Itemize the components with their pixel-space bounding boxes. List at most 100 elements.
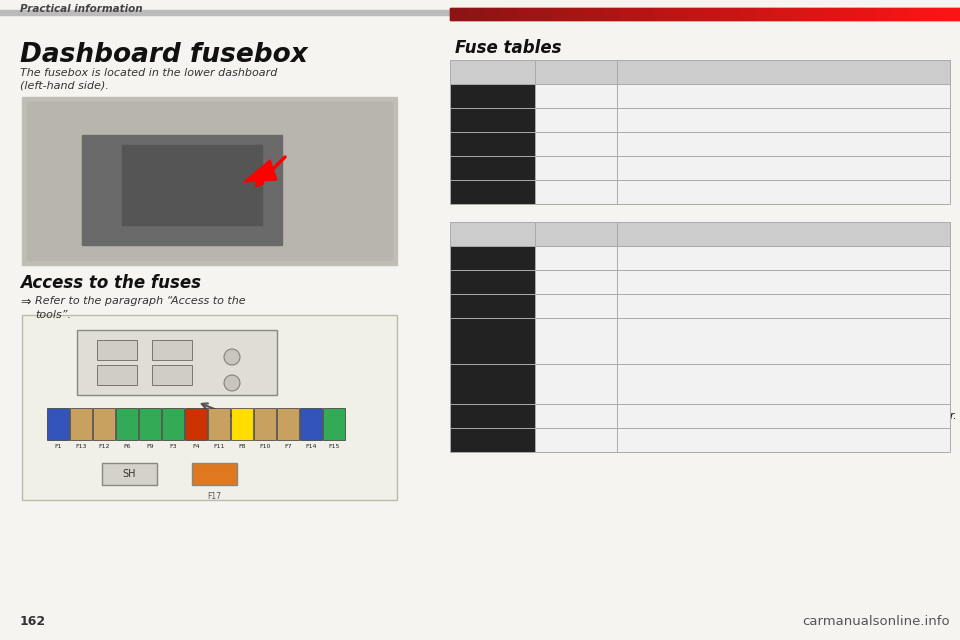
Bar: [70, 408, 92, 440]
Bar: [790, 8, 807, 20]
Bar: [824, 8, 841, 20]
Bar: [450, 270, 535, 294]
Bar: [162, 408, 184, 440]
Bar: [97, 365, 137, 385]
Bar: [807, 8, 824, 20]
Text: 5 A: 5 A: [566, 91, 586, 101]
Bar: [27, 102, 392, 260]
Text: F8: F8: [238, 444, 246, 449]
Text: 10 A: 10 A: [563, 336, 589, 346]
Bar: [617, 318, 950, 364]
Bar: [450, 8, 467, 20]
Bar: [617, 132, 950, 156]
Bar: [450, 364, 535, 404]
Text: F5: F5: [486, 379, 500, 389]
Bar: [617, 84, 950, 108]
Text: 20 A: 20 A: [563, 139, 589, 149]
Text: F13: F13: [75, 444, 86, 449]
Text: 5 A: 5 A: [566, 301, 586, 311]
Bar: [535, 364, 617, 404]
Text: Electric windows panel, passenger's electric window control,: Electric windows panel, passenger's elec…: [622, 374, 937, 383]
Bar: [122, 145, 262, 225]
Bar: [300, 408, 322, 440]
Bar: [926, 8, 943, 20]
Text: FR37: FR37: [478, 115, 507, 125]
Bar: [535, 108, 617, 132]
Text: Not used.: Not used.: [622, 253, 672, 263]
Text: F15: F15: [328, 444, 340, 449]
Bar: [654, 8, 671, 20]
Bar: [535, 318, 617, 364]
Text: F3: F3: [486, 301, 500, 311]
Text: 162: 162: [20, 615, 46, 628]
Bar: [82, 135, 282, 245]
Text: 40 A: 40 A: [563, 187, 589, 197]
Bar: [617, 404, 950, 428]
Bar: [208, 408, 230, 440]
Bar: [688, 8, 705, 20]
Bar: [552, 8, 569, 20]
Bar: [450, 108, 535, 132]
Text: 20 A: 20 A: [563, 163, 589, 173]
Text: F3: F3: [169, 444, 177, 449]
Bar: [254, 408, 276, 440]
Bar: [102, 463, 157, 485]
Bar: [450, 222, 535, 246]
Text: Fuse tables: Fuse tables: [455, 39, 562, 57]
Bar: [617, 108, 950, 132]
Bar: [535, 294, 617, 318]
Text: F9: F9: [146, 444, 154, 449]
Bar: [518, 8, 535, 20]
Text: F17: F17: [207, 492, 221, 501]
Bar: [93, 408, 115, 440]
Bar: [535, 222, 617, 246]
Bar: [450, 428, 535, 452]
Bar: [617, 428, 950, 452]
Text: Functions: Functions: [754, 229, 814, 239]
Bar: [841, 8, 858, 20]
Text: Refer to the paragraph “Access to the
tools”.: Refer to the paragraph “Access to the to…: [35, 296, 246, 320]
Text: Not used.: Not used.: [622, 277, 672, 287]
Bar: [909, 8, 926, 20]
Circle shape: [224, 349, 240, 365]
Text: F14: F14: [305, 444, 317, 449]
Bar: [617, 222, 950, 246]
Bar: [231, 408, 253, 440]
Bar: [535, 60, 617, 84]
Text: F1: F1: [55, 444, 61, 449]
Text: Airbags and pretensioners control unit.: Airbags and pretensioners control unit.: [622, 301, 826, 311]
Text: F12: F12: [98, 444, 109, 449]
Text: FR36: FR36: [478, 139, 507, 149]
Bar: [617, 60, 950, 84]
Text: Trailer relay unit.: Trailer relay unit.: [622, 187, 710, 197]
Bar: [450, 246, 535, 270]
Bar: [620, 8, 637, 20]
Bar: [739, 8, 756, 20]
Bar: [535, 132, 617, 156]
Text: –: –: [573, 277, 579, 287]
Text: carmanualsonline.info: carmanualsonline.info: [803, 615, 950, 628]
Text: Fuse N°: Fuse N°: [468, 67, 516, 77]
Text: front electric window motor.: front electric window motor.: [622, 385, 768, 394]
Bar: [617, 270, 950, 294]
Bar: [617, 364, 950, 404]
Text: FR39: FR39: [478, 163, 507, 173]
Text: Dashboard fusebox: Dashboard fusebox: [20, 42, 308, 68]
Bar: [875, 8, 892, 20]
Text: F7: F7: [486, 435, 500, 445]
Text: F1: F1: [486, 253, 500, 263]
Bar: [773, 8, 790, 20]
Text: Practical information: Practical information: [20, 4, 143, 14]
Bar: [22, 315, 397, 500]
Bar: [277, 408, 299, 440]
Bar: [152, 365, 192, 385]
Text: F4: F4: [486, 336, 500, 346]
Bar: [139, 408, 161, 440]
Text: Hi-Fi amplifier.: Hi-Fi amplifier.: [622, 139, 697, 149]
Bar: [450, 60, 535, 84]
Bar: [756, 8, 773, 20]
Bar: [943, 8, 960, 20]
Text: F4: F4: [192, 444, 200, 449]
Bar: [77, 330, 277, 395]
Text: 30 A: 30 A: [563, 379, 589, 389]
